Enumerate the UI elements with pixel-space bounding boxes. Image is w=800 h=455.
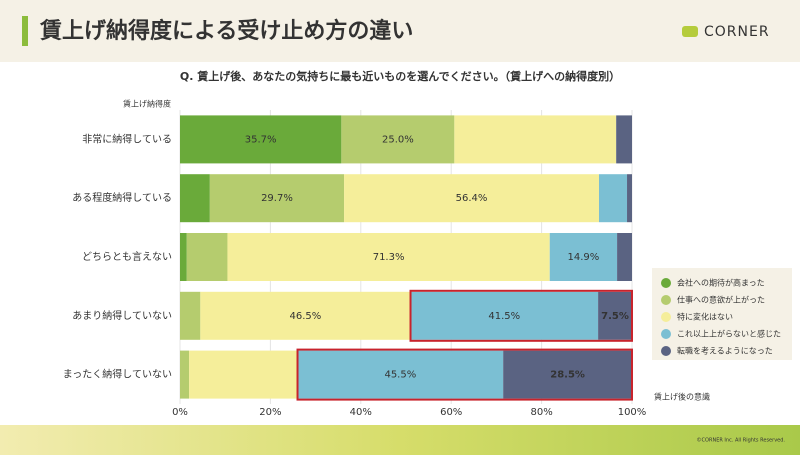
legend-swatch (661, 278, 671, 288)
slide-title: 賃上げ納得度による受け止め方の違い (39, 18, 413, 44)
bar-segment (189, 350, 298, 399)
data-label: 56.4% (456, 193, 488, 204)
legend-title: 賃上げ後の意識 (654, 392, 710, 402)
y-tick-label: まったく納得していない (63, 368, 172, 381)
bar-segment (410, 291, 599, 340)
data-label: 71.3% (373, 252, 405, 263)
bar-segment (180, 350, 190, 399)
header-band (0, 0, 800, 62)
y-axis-label: 賃上げ納得度 (123, 99, 171, 109)
x-tick-label: 20% (259, 407, 281, 418)
legend-box (652, 268, 792, 360)
bar-segment (599, 174, 628, 223)
bar-segment (180, 291, 201, 340)
bar-segment (200, 291, 411, 340)
title-accent (22, 16, 28, 46)
bar-segment (616, 115, 632, 164)
bar-segment (454, 115, 617, 164)
bar-segment (209, 174, 345, 223)
bar-segment (549, 233, 618, 281)
copyright: ©CORNER Inc. All Rights Reserved. (697, 437, 786, 444)
legend-label: 特に変化はない (677, 312, 733, 322)
data-label: 25.0% (382, 134, 414, 145)
data-label: 35.7% (245, 134, 277, 145)
data-label: 29.7% (261, 193, 293, 204)
y-tick-label: どちらとも言えない (82, 250, 172, 263)
bar-segment (227, 233, 550, 281)
bar-segment (297, 350, 504, 399)
legend-label: 会社への期待が高まった (677, 278, 765, 288)
legend-swatch (661, 329, 671, 339)
x-tick-label: 60% (440, 407, 462, 418)
y-tick-label: ある程度納得している (72, 191, 172, 204)
legend-label: 仕事への意欲が上がった (677, 295, 765, 305)
highlight-box (409, 289, 633, 342)
x-tick-label: 40% (350, 407, 372, 418)
bar-segment (341, 115, 455, 164)
data-label: 45.5% (384, 370, 416, 381)
data-label: 28.5% (550, 370, 585, 381)
bar-segment (617, 233, 632, 281)
footer-band (0, 425, 800, 455)
logo-mark (682, 26, 698, 37)
legend-swatch (661, 312, 671, 322)
brand: CORNER (704, 24, 770, 40)
legend-label: 転職を考えるようになった (677, 347, 773, 356)
data-label: 41.5% (488, 311, 520, 322)
y-tick-label: 非常に納得している (82, 132, 172, 145)
question: Q. 賃上げ後、あなたの気持ちに最も近いものを選んでください。（賃上げへの納得度… (180, 69, 620, 83)
data-label: 7.5% (601, 311, 629, 322)
y-tick-label: あまり納得していない (72, 309, 172, 322)
bar-segment (598, 291, 632, 340)
data-label: 46.5% (290, 311, 322, 322)
x-tick-label: 0% (172, 407, 188, 418)
bar-segment (180, 115, 342, 164)
legend-swatch (661, 295, 671, 305)
x-tick-label: 100% (618, 407, 647, 418)
bar-segment (180, 233, 187, 281)
data-label: 14.9% (568, 252, 600, 263)
legend-label: これ以上上がらないと感じた (677, 329, 781, 339)
bar-segment (180, 174, 210, 223)
bar-segment (344, 174, 600, 223)
bar-segment (627, 174, 632, 223)
x-tick-label: 80% (530, 407, 552, 418)
legend-swatch (661, 346, 671, 356)
highlight-box (296, 348, 633, 401)
bar-segment (186, 233, 228, 281)
bar-segment (503, 350, 632, 399)
